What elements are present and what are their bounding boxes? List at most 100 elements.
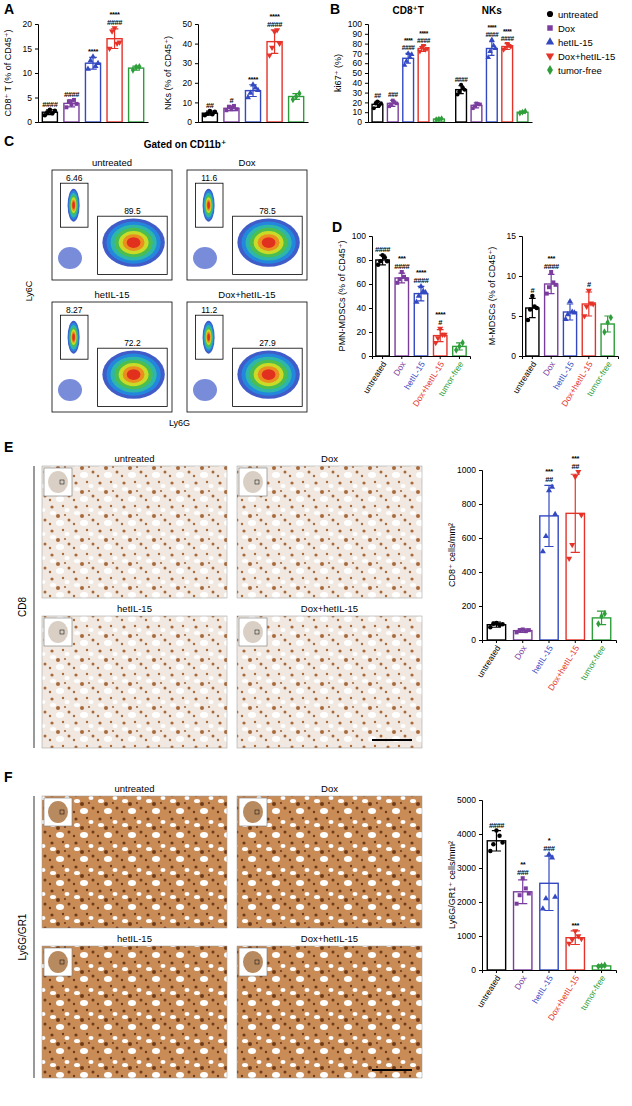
bar-chart: 01020304050###********####NKs (% of CD45…	[163, 12, 309, 127]
annotation: ****	[488, 24, 497, 31]
density-level	[72, 334, 75, 341]
tick: 40	[353, 78, 368, 88]
tick-mark	[35, 49, 38, 50]
tick-mark	[601, 970, 602, 973]
tick-mark	[365, 102, 368, 103]
image-title: Dox	[321, 453, 338, 464]
axis: 010002000300040005000	[457, 795, 482, 975]
density-level	[205, 195, 212, 215]
annotations: ***##***##	[545, 454, 580, 485]
point	[602, 328, 606, 335]
micrograph	[237, 616, 422, 748]
tick: 20	[353, 98, 368, 108]
legend-label: Dox	[558, 23, 575, 34]
tick-mark	[549, 640, 550, 643]
axis-title: CD8⁺ T (% of CD45⁺)	[3, 29, 13, 116]
point	[274, 28, 280, 33]
tick: 0	[511, 351, 522, 361]
point	[277, 42, 283, 47]
point	[605, 319, 609, 326]
annotations: ####***####****####****#	[375, 245, 446, 327]
flow-plots: Gated on CD11b⁺untreated6.4689.5Dox11.67…	[24, 139, 307, 428]
inset	[44, 618, 72, 646]
axis-line	[369, 122, 533, 123]
tick-label: 60	[353, 58, 363, 68]
axis: 020406080100	[352, 231, 373, 361]
inset	[239, 468, 267, 496]
annotation: ##	[545, 475, 554, 484]
point	[234, 107, 238, 111]
density-level	[246, 225, 292, 261]
inset-tissue	[243, 801, 263, 823]
density-level	[207, 331, 211, 343]
tick: untreated	[475, 640, 503, 679]
point	[486, 54, 491, 59]
inset-tissue	[48, 621, 68, 643]
panel-label: A	[4, 1, 14, 17]
density-level	[207, 199, 211, 211]
tick: 5	[27, 93, 38, 103]
panel-label: E	[4, 439, 13, 455]
tick: 100	[352, 231, 372, 241]
annotations: ###********####	[206, 12, 283, 110]
density-level	[203, 321, 215, 354]
tick: 100	[348, 19, 368, 29]
tick-label: 0	[357, 117, 362, 127]
point	[488, 849, 493, 854]
density-level	[69, 325, 78, 349]
point	[247, 89, 253, 94]
plot-frame	[187, 302, 307, 412]
point	[527, 892, 531, 896]
tick-mark	[575, 970, 576, 973]
legend-label: hetIL-15	[558, 37, 593, 48]
tick-mark	[195, 44, 198, 45]
point	[547, 285, 551, 289]
tick: 2000	[457, 897, 482, 907]
tick-label: hetIL-15	[530, 643, 555, 675]
tick-mark	[479, 572, 482, 573]
point	[266, 54, 272, 59]
tick: 60	[357, 279, 372, 289]
bar	[456, 90, 467, 122]
grouped-bar-chart: 0102030405060708090100CD8⁺TNKs#########*…	[333, 5, 615, 127]
axis-line	[479, 471, 483, 641]
micrograph	[237, 946, 422, 1078]
tick-label: 15	[507, 231, 517, 241]
bar	[545, 284, 558, 356]
annotation: ###	[388, 91, 398, 98]
density-level	[68, 321, 80, 354]
point	[578, 513, 584, 518]
tick-label: 0	[187, 117, 192, 127]
point	[463, 88, 467, 92]
tick-mark	[195, 122, 198, 123]
density-level	[72, 331, 76, 343]
tick-mark	[522, 970, 523, 973]
bracket	[34, 796, 35, 1078]
legend-marker	[546, 54, 554, 61]
density-level	[70, 327, 77, 347]
bar	[418, 49, 429, 123]
axis-title: NKs (% of CD45⁺)	[163, 36, 173, 110]
point	[422, 289, 428, 294]
tick-label: 2000	[457, 897, 476, 907]
gate	[60, 315, 88, 359]
annotation: #	[230, 96, 235, 105]
density-level	[207, 202, 210, 209]
annotation: ****	[419, 30, 428, 37]
tick: Dox+hetIL-15	[411, 356, 447, 408]
inset	[239, 798, 267, 826]
tick-label: 100	[352, 231, 366, 241]
tick: 50	[183, 19, 198, 29]
point	[500, 840, 505, 845]
plot-title: untreated	[92, 157, 132, 168]
bar-chart: 020406080100untreatedDoxhetIL-15Dox+hetI…	[337, 231, 471, 408]
tick: 40	[183, 39, 198, 49]
point	[578, 937, 584, 942]
density-level	[203, 189, 215, 222]
gate-value: 78.5	[259, 206, 276, 216]
bar	[414, 294, 427, 356]
tick: 40	[357, 303, 372, 313]
inset-box	[255, 960, 259, 964]
annotation: ##	[572, 462, 581, 471]
tick-mark	[365, 112, 368, 113]
